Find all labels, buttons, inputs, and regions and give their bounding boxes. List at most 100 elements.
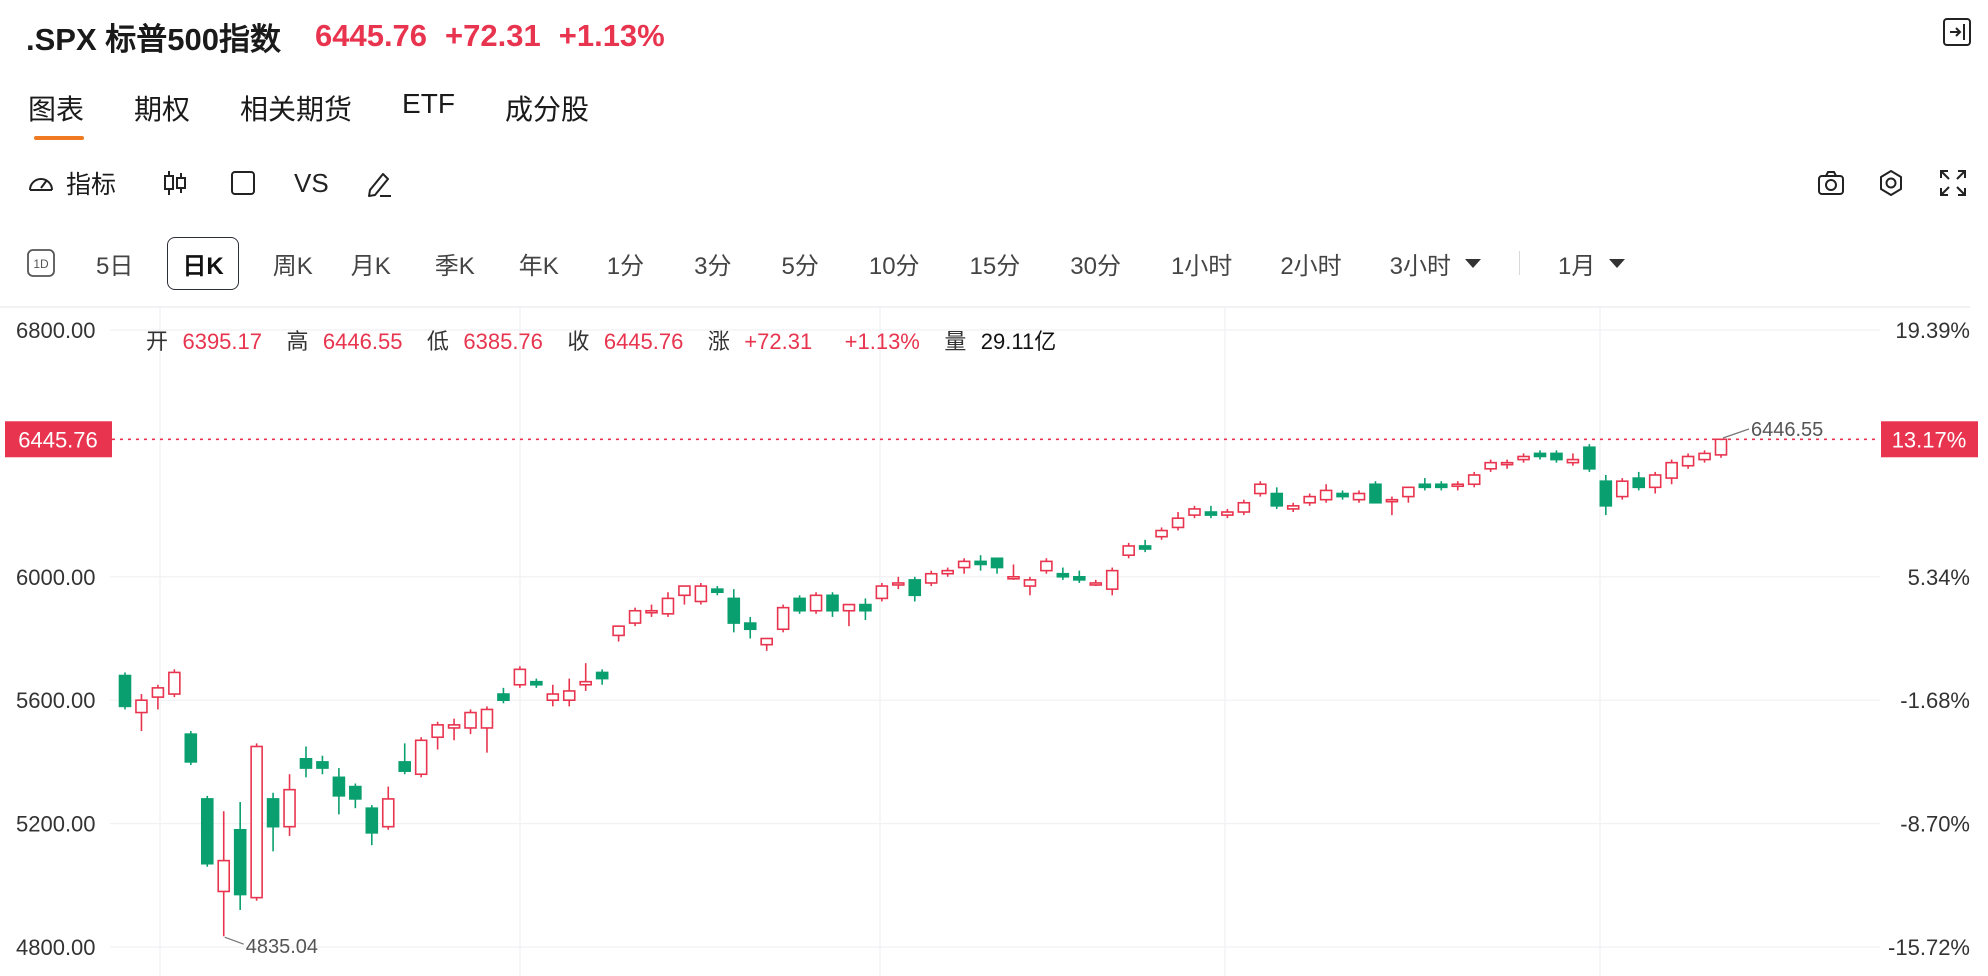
ohlc-open-label: 开	[146, 329, 168, 354]
candle-body-2	[151, 687, 165, 698]
candle-body-13	[332, 776, 346, 797]
candle-body-63	[1155, 529, 1168, 538]
candle-body-61	[1122, 545, 1135, 557]
period-1d[interactable]: 1D	[26, 248, 56, 278]
gauge-icon	[29, 178, 53, 191]
tab-etf[interactable]: ETF	[402, 88, 455, 119]
1d-badge-icon: 1D	[27, 249, 55, 277]
candle-body-85	[1517, 455, 1530, 461]
candle-body-30	[612, 625, 625, 637]
candle-body-62	[1138, 545, 1152, 550]
square-icon[interactable]	[229, 164, 257, 202]
candle-body-37	[727, 597, 741, 624]
candle-body-29	[595, 671, 609, 680]
candle-body-76	[1369, 483, 1382, 504]
candle-body-28	[579, 680, 593, 686]
candle-body-41	[793, 597, 806, 612]
tab-constituents[interactable]: 成分股	[504, 94, 589, 125]
range-label: 1月	[1558, 252, 1596, 280]
candle-body-40	[776, 606, 790, 631]
current-pct-tag-text: 13.17%	[1892, 427, 1967, 452]
pen-icon[interactable]	[364, 164, 394, 202]
period-15min[interactable]: 15分	[969, 252, 1021, 280]
period-year-k[interactable]: 年K	[518, 252, 559, 280]
indicator-button[interactable]: 指标	[26, 164, 116, 202]
gear-icon[interactable]	[1876, 164, 1906, 202]
tab-related-futures[interactable]: 相关期货	[240, 94, 353, 125]
candle-body-88	[1566, 458, 1580, 464]
candle-body-78	[1402, 486, 1415, 498]
ohlc-volume-value: 29.11亿	[981, 329, 1056, 354]
period-1hour[interactable]: 1小时	[1170, 252, 1233, 280]
period-5min[interactable]: 5分	[781, 252, 819, 280]
candle-body-36	[711, 588, 724, 594]
period-10min[interactable]: 10分	[868, 252, 920, 280]
range-dropdown[interactable]: 1月	[1558, 246, 1626, 281]
candle-body-94	[1665, 461, 1678, 479]
candle-body-93	[1648, 474, 1662, 489]
candle-body-97	[1714, 438, 1728, 456]
candle-body-24	[513, 668, 527, 686]
extreme-markers: 6446.55 4835.04	[224, 419, 1823, 958]
candlestick-chart[interactable]: 6445.76 13.17% 6800.00 6000.00 5600.00 5200.…	[0, 306, 1988, 976]
collapse-panel-icon[interactable]	[1942, 17, 1972, 47]
price-axis: 6800.00 6000.00 5600.00 5200.00 4800.00	[16, 318, 96, 960]
candle-body-8	[250, 745, 263, 899]
y-tick-label-3: 5200.00	[16, 812, 96, 837]
candle-body-57	[1056, 572, 1070, 578]
period-month-k[interactable]: 月K	[350, 252, 391, 280]
candle-body-10	[283, 788, 296, 828]
candle-body-69	[1253, 483, 1267, 495]
symbol-title: .SPX 标普500指数	[26, 21, 281, 57]
fullscreen-icon[interactable]	[1938, 164, 1968, 202]
period-5day[interactable]: 5日	[96, 252, 134, 280]
candle-body-56	[1040, 560, 1053, 572]
period-week-k[interactable]: 周K	[272, 252, 313, 280]
candle-body-67	[1221, 511, 1234, 516]
period-day-k[interactable]: 日K	[167, 236, 239, 290]
candle-body-0	[118, 674, 132, 708]
vs-label: VS	[294, 167, 329, 198]
ohlc-high-value: 6446.55	[323, 329, 403, 354]
y-tick-label-4: 4800.00	[16, 935, 96, 960]
percent-axis: 19.39% 5.34% -1.68% -8.70% -15.72%	[1888, 318, 1970, 960]
vs-compare-button[interactable]: VS	[294, 164, 329, 202]
tab-options[interactable]: 期权	[134, 94, 191, 125]
y-tick-label-1: 6000.00	[16, 565, 96, 590]
candle-body-38	[743, 622, 757, 631]
tab-chart[interactable]: 图表	[28, 88, 85, 140]
candle-body-82	[1467, 474, 1481, 486]
candle-body-16	[381, 798, 395, 828]
candle-body-91	[1615, 480, 1629, 498]
ohlc-change-value: +72.31	[744, 329, 812, 354]
horizontal-grid	[110, 329, 1880, 948]
candle-body-87	[1550, 452, 1563, 461]
price-change-pct: +1.13%	[558, 18, 665, 53]
camera-icon[interactable]	[1816, 164, 1846, 202]
candlestick-icon[interactable]	[160, 164, 190, 202]
candle-body-89	[1583, 446, 1596, 470]
candle-body-70	[1270, 492, 1284, 507]
candle-body-50	[941, 569, 954, 575]
candle-body-6	[217, 859, 231, 893]
period-quarter-k[interactable]: 季K	[434, 252, 475, 280]
period-1min[interactable]: 1分	[606, 252, 645, 280]
current-price-tag	[5, 421, 112, 458]
pct-tick-label-3: -1.68%	[1900, 688, 1970, 713]
candle-body-26	[546, 693, 560, 701]
period-bar: 1D 5日 日K 周K 月K 季K 年K 1分 3分 5分 10分 15分 30…	[26, 236, 1626, 290]
candle-body-74	[1336, 492, 1349, 498]
period-3min[interactable]: 3分	[694, 252, 732, 280]
candle-body-64	[1171, 517, 1185, 529]
candle-body-44	[842, 603, 856, 612]
candle-body-33	[661, 597, 675, 615]
period-more-dropdown[interactable]: 3小时	[1390, 246, 1482, 281]
candle-body-27	[562, 690, 576, 702]
candle-body-47	[892, 582, 905, 586]
current-pct-tag	[1881, 421, 1978, 458]
candle-body-84	[1500, 461, 1514, 466]
vertical-grid	[159, 308, 1601, 976]
candle-body-9	[266, 798, 280, 828]
period-2hour[interactable]: 2小时	[1280, 252, 1342, 280]
period-30min[interactable]: 30分	[1070, 252, 1121, 280]
